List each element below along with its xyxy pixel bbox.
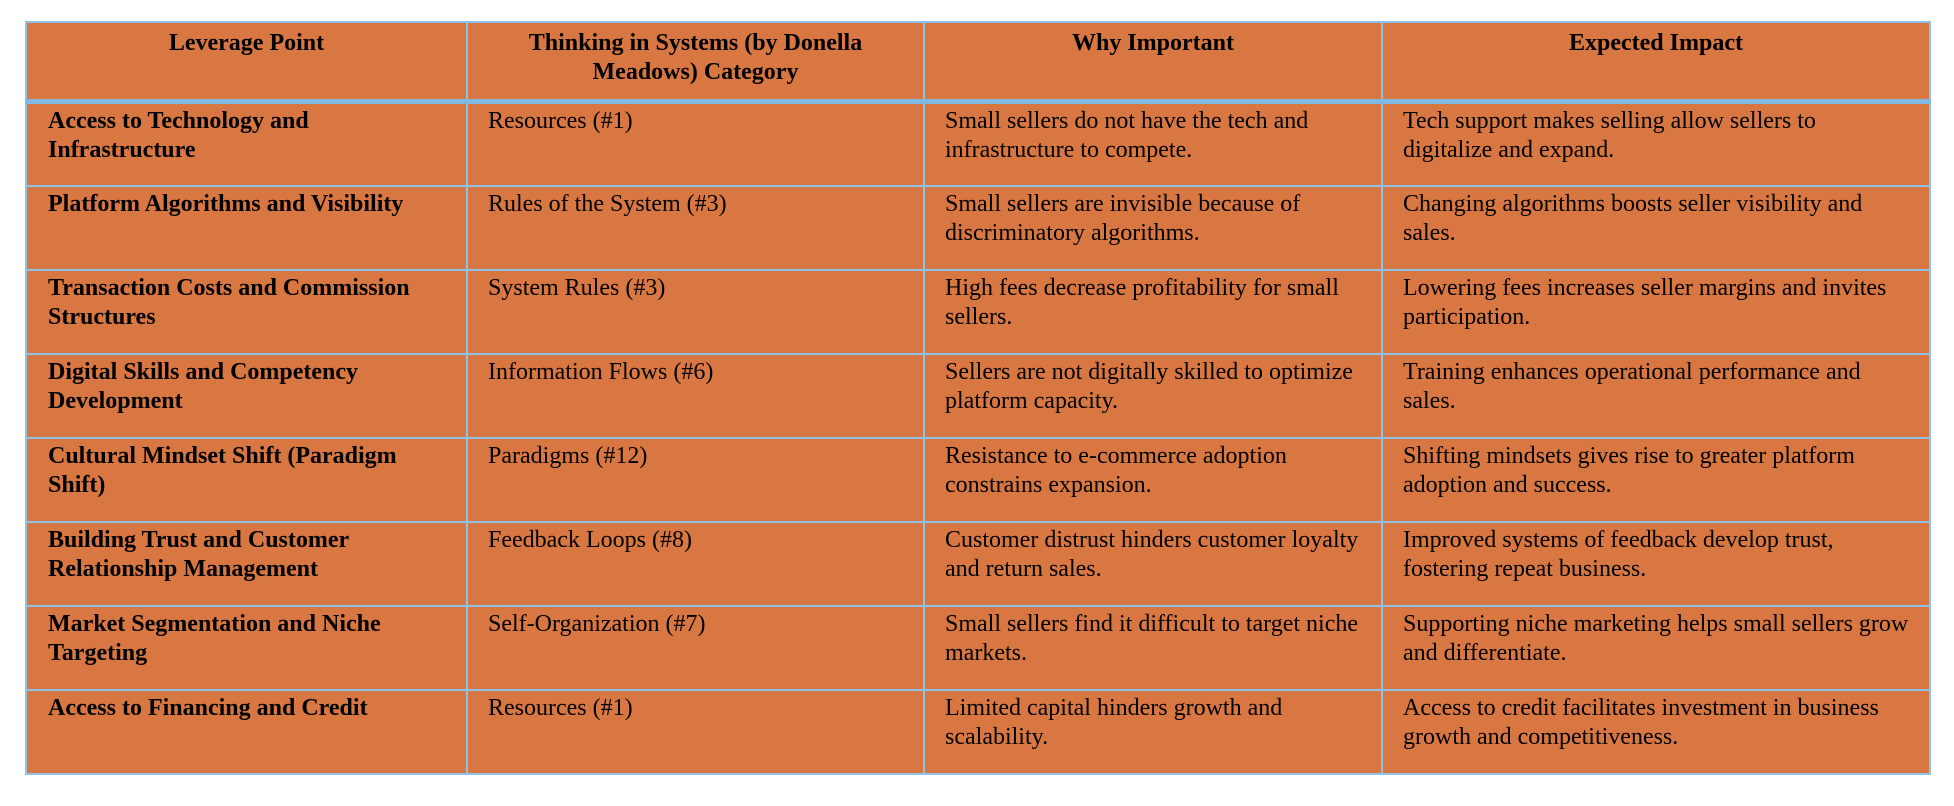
category-cell: Resources (#1) xyxy=(466,688,925,775)
header-why-important: Why Important xyxy=(923,21,1383,104)
table-row: Access to Technology and Infrastructure … xyxy=(25,100,1931,187)
header-leverage-point: Leverage Point xyxy=(25,21,468,104)
table-row: Cultural Mindset Shift (Paradigm Shift) … xyxy=(25,436,1931,523)
leverage-point-cell: Transaction Costs and Commission Structu… xyxy=(25,268,468,355)
leverage-point-cell: Access to Financing and Credit xyxy=(25,688,468,775)
category-cell: Information Flows (#6) xyxy=(466,352,925,439)
expected-impact-cell: Training enhances operational performanc… xyxy=(1381,352,1931,439)
leverage-point-cell: Digital Skills and Competency Developmen… xyxy=(25,352,468,439)
expected-impact-cell: Supporting niche marketing helps small s… xyxy=(1381,604,1931,691)
why-important-cell: Resistance to e-commerce adoption constr… xyxy=(923,436,1383,523)
expected-impact-cell: Changing algorithms boosts seller visibi… xyxy=(1381,184,1931,271)
why-important-cell: Small sellers are invisible because of d… xyxy=(923,184,1383,271)
leverage-points-table: Leverage Point Thinking in Systems (by D… xyxy=(25,21,1931,775)
table-row: Building Trust and Customer Relationship… xyxy=(25,520,1931,607)
leverage-point-cell: Access to Technology and Infrastructure xyxy=(25,100,468,187)
header-category: Thinking in Systems (by Donella Meadows)… xyxy=(466,21,925,104)
table-row: Transaction Costs and Commission Structu… xyxy=(25,268,1931,355)
why-important-cell: Limited capital hinders growth and scala… xyxy=(923,688,1383,775)
category-cell: Self-Organization (#7) xyxy=(466,604,925,691)
table-row: Access to Financing and Credit Resources… xyxy=(25,688,1931,775)
why-important-cell: Small sellers do not have the tech and i… xyxy=(923,100,1383,187)
table-row: Digital Skills and Competency Developmen… xyxy=(25,352,1931,439)
table-body: Access to Technology and Infrastructure … xyxy=(25,100,1931,775)
why-important-cell: Small sellers find it difficult to targe… xyxy=(923,604,1383,691)
table-row: Platform Algorithms and Visibility Rules… xyxy=(25,184,1931,271)
why-important-cell: Sellers are not digitally skilled to opt… xyxy=(923,352,1383,439)
header-expected-impact: Expected Impact xyxy=(1381,21,1931,104)
category-cell: Rules of the System (#3) xyxy=(466,184,925,271)
expected-impact-cell: Lowering fees increases seller margins a… xyxy=(1381,268,1931,355)
expected-impact-cell: Shifting mindsets gives rise to greater … xyxy=(1381,436,1931,523)
category-cell: Paradigms (#12) xyxy=(466,436,925,523)
header-row: Leverage Point Thinking in Systems (by D… xyxy=(25,21,1931,104)
category-cell: Resources (#1) xyxy=(466,100,925,187)
expected-impact-cell: Access to credit facilitates investment … xyxy=(1381,688,1931,775)
why-important-cell: Customer distrust hinders customer loyal… xyxy=(923,520,1383,607)
expected-impact-cell: Tech support makes selling allow sellers… xyxy=(1381,100,1931,187)
expected-impact-cell: Improved systems of feedback develop tru… xyxy=(1381,520,1931,607)
leverage-point-cell: Cultural Mindset Shift (Paradigm Shift) xyxy=(25,436,468,523)
leverage-point-cell: Platform Algorithms and Visibility xyxy=(25,184,468,271)
table-row: Market Segmentation and Niche Targeting … xyxy=(25,604,1931,691)
category-cell: Feedback Loops (#8) xyxy=(466,520,925,607)
leverage-point-cell: Market Segmentation and Niche Targeting xyxy=(25,604,468,691)
why-important-cell: High fees decrease profitability for sma… xyxy=(923,268,1383,355)
category-cell: System Rules (#3) xyxy=(466,268,925,355)
table-header: Leverage Point Thinking in Systems (by D… xyxy=(25,21,1931,104)
leverage-point-cell: Building Trust and Customer Relationship… xyxy=(25,520,468,607)
